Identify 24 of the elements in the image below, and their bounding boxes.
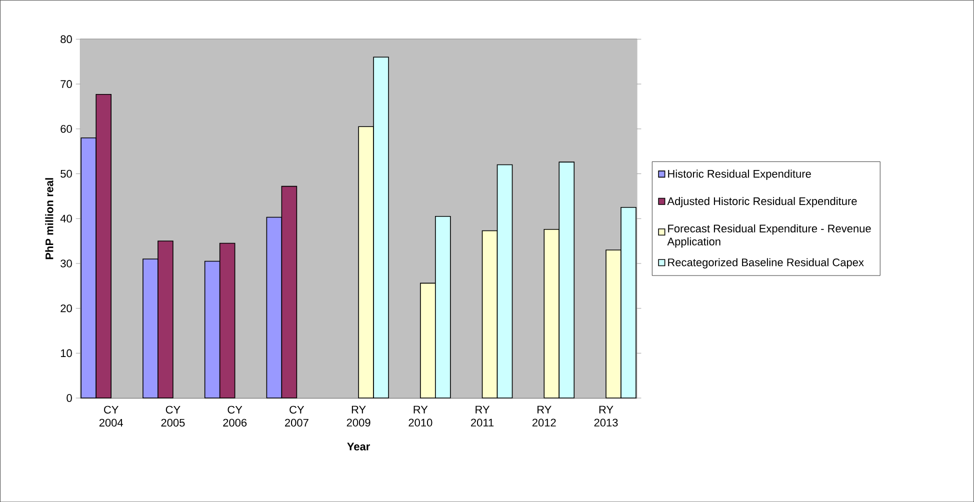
x-tick-label: RY 2009 xyxy=(346,406,370,426)
y-axis-title: PhP million real xyxy=(45,178,54,260)
legend-label: Historic Residual Expenditure xyxy=(668,170,811,180)
y-tick-label: 50 xyxy=(60,170,72,178)
x-tick-label: CY 2006 xyxy=(223,406,247,427)
x-tick-label: CY 2007 xyxy=(285,406,308,427)
x-tick-label: RY 2012 xyxy=(532,406,556,426)
y-tick-label: 80 xyxy=(60,35,72,43)
x-tick-label: CY 2004 xyxy=(99,406,123,427)
y-tick-label: 30 xyxy=(60,259,72,268)
y-tick-label: 60 xyxy=(60,124,72,133)
x-tick-label: RY 2011 xyxy=(471,406,494,426)
x-axis-title: Year xyxy=(347,442,370,450)
y-tick-label: 70 xyxy=(60,80,72,88)
legend-label: Forecast Residual Expenditure - Revenue Application xyxy=(667,224,871,248)
legend-label: Recategorized Baseline Residual Capex xyxy=(668,258,864,268)
y-tick-label: 0 xyxy=(66,394,72,402)
y-tick-label: 40 xyxy=(60,214,72,222)
x-tick-label: RY 2010 xyxy=(408,406,432,426)
y-tick-label: 20 xyxy=(60,304,72,312)
y-tick-label: 10 xyxy=(60,349,72,357)
x-tick-label: CY 2005 xyxy=(161,406,185,427)
legend-label: Adjusted Historic Residual Expenditure xyxy=(667,196,857,208)
x-tick-label: RY 2013 xyxy=(594,406,618,426)
